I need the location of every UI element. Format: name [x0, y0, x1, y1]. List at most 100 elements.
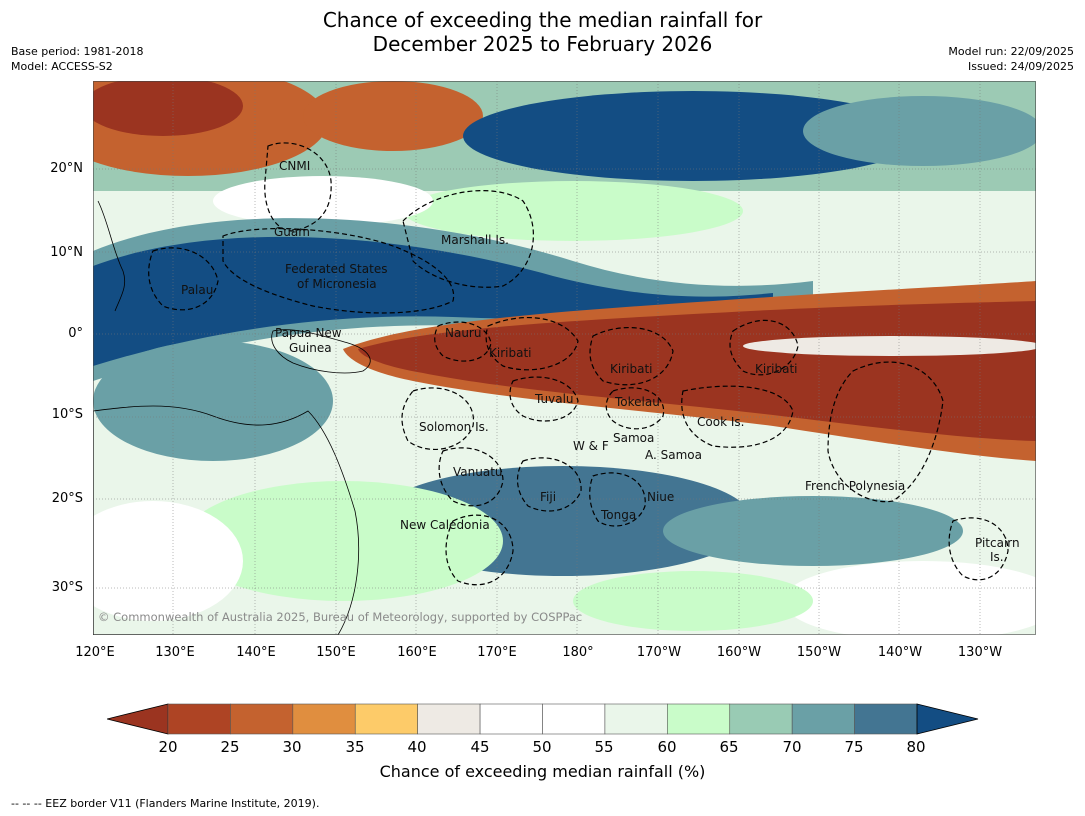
south-wet-patch-3	[663, 496, 963, 566]
colorbar-cell	[354, 703, 418, 735]
base-period: Base period: 1981-2018	[11, 45, 144, 58]
label-png-line1: Papua New	[275, 326, 342, 340]
colorbar-cell	[230, 703, 294, 735]
label-solomon-is: Solomon Is.	[419, 420, 489, 434]
lat-label-0: 0°	[68, 326, 83, 341]
colorbar-cell	[167, 703, 231, 735]
label-fsm-line1: Federated States	[285, 262, 387, 276]
lon-label-170e: 170°E	[477, 645, 517, 660]
colorbar	[107, 703, 979, 735]
issued-date: Issued: 24/09/2025	[967, 60, 1074, 73]
colorbar-tick-30: 30	[282, 738, 302, 756]
label-niue: Niue	[647, 490, 674, 504]
lat-label-20n: 20°N	[50, 161, 83, 176]
label-marshall-is: Marshall Is.	[441, 233, 509, 247]
colorbar-cell	[667, 703, 731, 735]
colorbar-tick-70: 70	[782, 738, 802, 756]
lat-label-20s: 20°S	[51, 491, 83, 506]
eez-footnote: -- -- -- EEZ border V11 (Flanders Marine…	[11, 797, 320, 810]
label-nauru: Nauru	[445, 326, 481, 340]
title-line-2: December 2025 to February 2026	[372, 32, 713, 56]
map-frame	[93, 81, 1036, 635]
north-wet-edge	[803, 96, 1036, 166]
model-run: Model run: 22/09/2025	[948, 45, 1074, 58]
meta-left: Base period: 1981-2018 Model: ACCESS-S2	[11, 44, 143, 74]
lon-label-160w: 160°W	[716, 645, 762, 660]
sw-white-patch	[93, 501, 243, 621]
lon-label-160e: 160°E	[397, 645, 437, 660]
lon-label-130e: 130°E	[155, 645, 195, 660]
label-kiribati-east: Kiribati	[755, 362, 797, 376]
lon-label-140w: 140°W	[877, 645, 923, 660]
colorbar-tick-45: 45	[470, 738, 490, 756]
lat-label-10s: 10°S	[51, 407, 83, 422]
east-light-strip	[743, 336, 1036, 356]
map-title: Chance of exceeding the median rainfall …	[0, 8, 1085, 56]
colorbar-cell	[604, 703, 668, 735]
rainfall-map: CNMI Guam Marshall Is. Federated States …	[93, 81, 1036, 635]
label-wallis-futuna: W & F	[573, 439, 609, 453]
title-line-1: Chance of exceeding the median rainfall …	[322, 8, 763, 32]
label-kiribati-central: Kiribati	[610, 362, 652, 376]
colorbar-tick-65: 65	[719, 738, 739, 756]
colorbar-tick-25: 25	[220, 738, 240, 756]
label-american-samoa: A. Samoa	[645, 448, 702, 462]
meta-right: Model run: 22/09/2025 Issued: 24/09/2025	[948, 44, 1074, 74]
eez-borders	[148, 142, 1009, 586]
colorbar-cell	[791, 703, 855, 735]
coastline-philippines	[97, 200, 126, 312]
colorbar-cell	[292, 703, 356, 735]
lon-label-150e: 150°E	[316, 645, 356, 660]
label-kiribati-west: Kiribati	[489, 346, 531, 360]
colorbar-max-extend	[916, 703, 979, 735]
south-green-patch-2	[573, 571, 813, 631]
colorbar-tick-35: 35	[345, 738, 365, 756]
colorbar-tick-55: 55	[594, 738, 614, 756]
colorbar-cell	[542, 703, 606, 735]
lon-label-140e: 140°E	[236, 645, 276, 660]
label-palau: Palau	[181, 283, 213, 297]
east-dry-tongue	[358, 301, 1036, 441]
lat-label-30s: 30°S	[51, 580, 83, 595]
label-samoa: Samoa	[613, 431, 654, 445]
north-white-patch	[213, 176, 433, 226]
gridlines	[93, 81, 1036, 635]
model-name: Model: ACCESS-S2	[11, 60, 113, 73]
copyright-notice: © Commonwealth of Australia 2025, Bureau…	[98, 610, 582, 624]
lon-label-120e: 120°E	[75, 645, 115, 660]
north-green-patch	[403, 181, 743, 241]
colorbar-min-extend	[107, 703, 169, 735]
south-green-patch	[183, 481, 503, 601]
lon-label-130w: 130°W	[957, 645, 1003, 660]
nw-light-patch	[303, 81, 483, 151]
nw-dry-core	[93, 81, 243, 136]
label-tuvalu: Tuvalu	[534, 392, 574, 406]
coastline-australia	[93, 405, 359, 635]
colorbar-label: Chance of exceeding median rainfall (%)	[379, 762, 706, 781]
colorbar-cell	[729, 703, 793, 735]
lon-label-150w: 150°W	[796, 645, 842, 660]
colorbar-cell	[417, 703, 481, 735]
south-wet-patch-1	[93, 341, 333, 461]
coastline-png	[271, 329, 371, 374]
label-vanuatu: Vanuatu	[453, 465, 503, 479]
label-new-caledonia: New Caledonia	[400, 518, 490, 532]
west-wet-band	[93, 236, 773, 366]
label-tonga: Tonga	[600, 508, 636, 522]
label-fsm-line2: of Micronesia	[297, 277, 377, 291]
label-cook-is: Cook Is.	[697, 415, 744, 429]
colorbar-tick-20: 20	[158, 738, 178, 756]
colorbar-cells	[167, 703, 918, 735]
north-wet-patch	[463, 91, 923, 181]
colorbar-tick-60: 60	[657, 738, 677, 756]
colorbar-tick-80: 80	[906, 738, 926, 756]
label-french-polynesia: French Polynesia	[805, 479, 905, 493]
label-guam: Guam	[274, 225, 310, 239]
label-pitcairn-line2: Is.	[990, 550, 1004, 564]
colorbar-cell	[854, 703, 918, 735]
colorbar-tick-50: 50	[532, 738, 552, 756]
label-fiji: Fiji	[540, 490, 556, 504]
lon-label-170w: 170°W	[636, 645, 682, 660]
colorbar-cell	[479, 703, 543, 735]
colorbar-tick-75: 75	[844, 738, 864, 756]
